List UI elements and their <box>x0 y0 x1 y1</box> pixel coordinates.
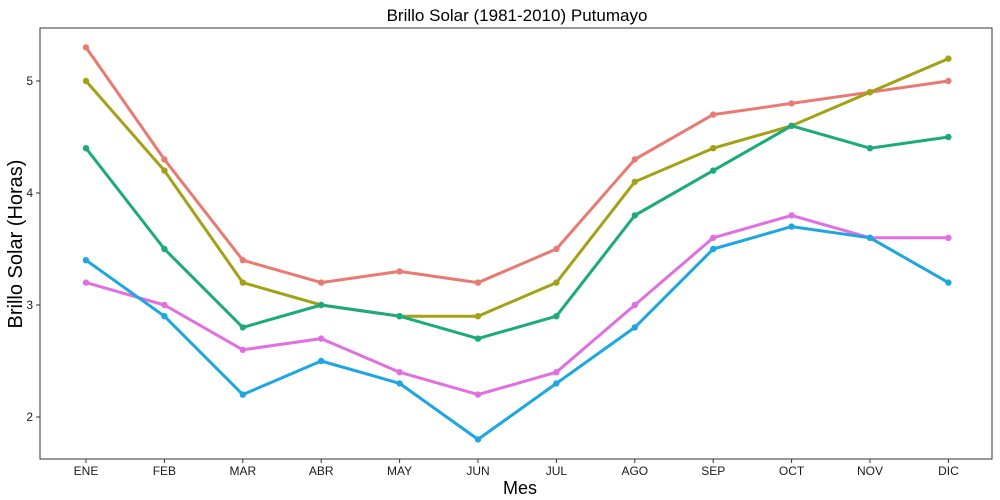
x-tick-label: OCT <box>779 464 805 478</box>
x-tick-label: ABR <box>309 464 334 478</box>
data-point <box>82 44 90 51</box>
data-point <box>553 279 560 286</box>
series-5 <box>82 223 952 443</box>
y-axis-title: Brillo Solar (Horas) <box>5 160 27 329</box>
data-point <box>239 257 246 264</box>
data-point <box>945 77 952 85</box>
y-axis: 2 3 4 5 <box>26 74 40 424</box>
x-tick-label: MAY <box>387 464 412 478</box>
data-point <box>474 335 482 342</box>
series-line <box>84 57 950 318</box>
x-tick-label: SEP <box>701 464 725 478</box>
series-line <box>84 213 950 397</box>
data-point <box>396 313 403 320</box>
x-tick-label: AGO <box>621 464 648 478</box>
x-tick-label: FEB <box>153 464 176 478</box>
data-point <box>318 335 325 342</box>
x-tick-label: DIC <box>938 464 959 478</box>
data-point <box>396 380 403 387</box>
data-point <box>553 313 560 320</box>
data-point <box>710 245 717 253</box>
data-point <box>945 279 952 286</box>
data-point <box>553 245 560 253</box>
data-point <box>161 156 168 163</box>
data-point <box>161 167 168 174</box>
data-point <box>631 156 638 163</box>
data-point <box>474 313 482 320</box>
data-point <box>945 133 952 141</box>
x-tick-label: MAR <box>229 464 256 478</box>
data-point <box>474 436 482 443</box>
data-point <box>788 223 795 230</box>
data-point <box>788 122 795 129</box>
data-point <box>396 268 403 275</box>
data-point <box>474 279 482 286</box>
data-point <box>553 380 560 387</box>
data-point <box>239 391 246 398</box>
data-point <box>318 301 325 309</box>
y-tick-label: 5 <box>26 74 33 88</box>
data-point <box>239 279 246 286</box>
plot-panel <box>39 27 993 460</box>
data-point <box>945 234 952 241</box>
data-point <box>631 301 638 309</box>
data-point <box>318 357 325 365</box>
data-point <box>82 145 90 152</box>
data-point <box>474 391 482 398</box>
data-point <box>161 301 168 309</box>
data-point <box>788 212 795 219</box>
data-point <box>710 111 717 118</box>
x-tick-label: ENE <box>74 464 99 478</box>
data-point <box>710 234 717 241</box>
data-point <box>396 369 403 376</box>
x-tick-label: JUL <box>546 464 568 478</box>
y-tick-label: 2 <box>26 410 33 424</box>
data-point <box>161 245 168 253</box>
series-layer <box>82 44 952 443</box>
data-point <box>553 369 560 376</box>
data-point <box>239 324 246 331</box>
x-axis-title: Mes <box>503 478 537 498</box>
data-point <box>318 279 325 286</box>
y-tick-label: 3 <box>26 298 33 312</box>
series-line <box>84 45 950 285</box>
data-point <box>631 178 638 185</box>
chart-title: Brillo Solar (1981-2010) Putumayo <box>387 6 648 25</box>
data-point <box>866 234 874 241</box>
series-1 <box>82 44 952 286</box>
data-point <box>82 257 90 264</box>
x-tick-label: NOV <box>857 464 883 478</box>
series-line <box>84 124 950 341</box>
data-point <box>161 313 168 320</box>
data-point <box>710 167 717 174</box>
data-point <box>788 100 795 107</box>
series-3 <box>82 122 952 342</box>
data-point <box>631 324 638 331</box>
data-point <box>82 77 90 85</box>
data-point <box>82 279 90 286</box>
x-tick-label: JUN <box>466 464 489 478</box>
data-point <box>945 55 952 62</box>
data-point <box>866 89 874 96</box>
data-point <box>866 145 874 152</box>
series-line <box>84 225 950 441</box>
data-point <box>710 145 717 152</box>
data-point <box>631 212 638 219</box>
data-point <box>239 346 246 353</box>
series-4 <box>82 212 952 398</box>
x-axis: ENE FEB MAR ABR MAY JUN JUL AGO SEP OCT NOV DIC <box>74 459 959 478</box>
series-2 <box>82 55 952 320</box>
y-tick-label: 4 <box>26 186 33 200</box>
